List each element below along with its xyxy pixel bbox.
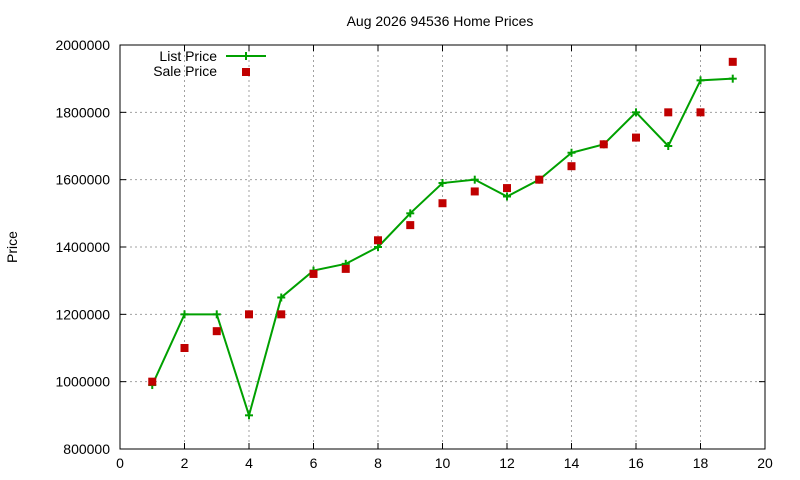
x-tick-label: 6 (310, 455, 318, 471)
x-tick-label: 14 (564, 455, 580, 471)
list-price-point (567, 148, 576, 157)
sale-price-point (406, 221, 415, 230)
sale-price-point (245, 310, 253, 319)
list-price-point (245, 411, 253, 420)
y-tick-label: 800000 (63, 441, 110, 457)
x-tick-label: 0 (116, 455, 124, 471)
list-price-point (277, 293, 286, 302)
list-price-point (503, 192, 511, 201)
chart-title: Aug 2026 94536 Home Prices (347, 13, 534, 29)
legend-square-marker (242, 68, 250, 76)
y-tick-label: 1200000 (55, 306, 110, 322)
list-price-point (180, 310, 189, 319)
y-tick-label: 2000000 (55, 37, 110, 53)
sale-price-point (277, 310, 286, 319)
sale-price-point (148, 377, 157, 386)
sale-price-point (438, 199, 447, 208)
sale-price-point (180, 344, 189, 352)
legend-plus-marker (242, 52, 250, 60)
list-price-point (438, 179, 447, 188)
x-tick-label: 4 (245, 455, 253, 471)
x-tick-label: 18 (693, 455, 709, 471)
list-price-point (212, 310, 221, 319)
legend-label-sale-price: Sale Price (153, 63, 217, 79)
sale-price-point (696, 108, 705, 117)
sale-price-point (503, 184, 511, 193)
sale-price-point (599, 140, 608, 149)
y-tick-label: 1000000 (55, 374, 110, 390)
sale-price-point (664, 108, 673, 117)
list-price-point (632, 108, 640, 117)
sale-price-point (567, 162, 576, 171)
sale-price-point (728, 57, 737, 66)
grid (120, 45, 765, 449)
list-price-point (728, 74, 737, 83)
axis-ticks: 0 2 4 6 8 10 12 14 16 18 20 800000 1000000 1200000 140… (55, 37, 773, 471)
x-tick-label: 8 (374, 455, 382, 471)
y-tick-label: 1800000 (55, 104, 110, 120)
list-price-point (696, 76, 705, 85)
y-tick-label: 1600000 (55, 172, 110, 188)
y-tick-label: 1400000 (55, 239, 110, 255)
list-price-point (374, 243, 382, 251)
list-price-point (470, 175, 479, 184)
sale-price-point (632, 133, 640, 142)
y-axis-label: Price (4, 231, 20, 263)
sale-price-point (374, 236, 382, 245)
legend-marker-sale-price (242, 68, 250, 76)
sale-price-point (309, 269, 318, 278)
legend-marker-list-price (242, 52, 250, 60)
legend: List Price Sale Price (153, 48, 266, 79)
sale-price-point (470, 187, 479, 196)
legend-label-list-price: List Price (159, 48, 217, 64)
x-tick-label: 2 (181, 455, 189, 471)
list-price-point (664, 142, 673, 150)
sale-price-point (341, 264, 350, 273)
x-tick-label: 20 (757, 455, 773, 471)
x-tick-label: 10 (435, 455, 451, 471)
x-tick-label: 12 (499, 455, 515, 471)
list-price-point (406, 209, 415, 218)
sale-price-point (212, 327, 221, 336)
sale-price-point (535, 175, 544, 184)
x-tick-label: 16 (628, 455, 644, 471)
series (148, 57, 737, 420)
